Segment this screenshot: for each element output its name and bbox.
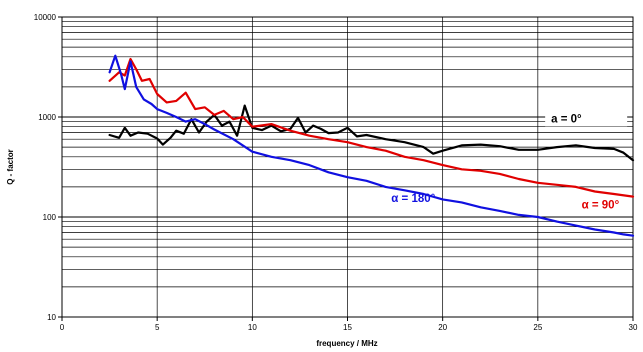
series-line-2 [108, 54, 635, 237]
x-tick-label: 25 [533, 323, 542, 332]
series-label-0: a = 0° [551, 114, 582, 126]
axes: 0 5 10 15 20 25 30 10 100 1000 10000 [34, 13, 638, 332]
x-tick-label: 20 [438, 323, 447, 332]
series-lines [108, 54, 635, 237]
x-tick-label: 10 [248, 323, 257, 332]
x-axis-title: frequency / MHz [316, 339, 377, 348]
x-tick-label: 5 [155, 323, 160, 332]
y-tick-label: 10000 [34, 13, 57, 22]
series-line-0 [108, 104, 635, 162]
y-tick-label: 10 [47, 313, 56, 322]
x-tick-label: 15 [343, 323, 352, 332]
series-line-1 [108, 57, 635, 198]
x-tick-label: 0 [60, 323, 65, 332]
series-label-2: α = 180° [391, 193, 435, 205]
series-label-bg-0 [545, 110, 628, 127]
x-tick-label: 30 [629, 323, 638, 332]
grid-lines [62, 17, 633, 317]
y-axis-title: Q - factor [6, 149, 15, 185]
y-tick-label: 100 [43, 213, 57, 222]
series-labels: a = 0° α = 90° α = 180° [391, 110, 628, 211]
y-tick-label: 1000 [38, 113, 56, 122]
series-label-1: α = 90° [582, 199, 620, 211]
